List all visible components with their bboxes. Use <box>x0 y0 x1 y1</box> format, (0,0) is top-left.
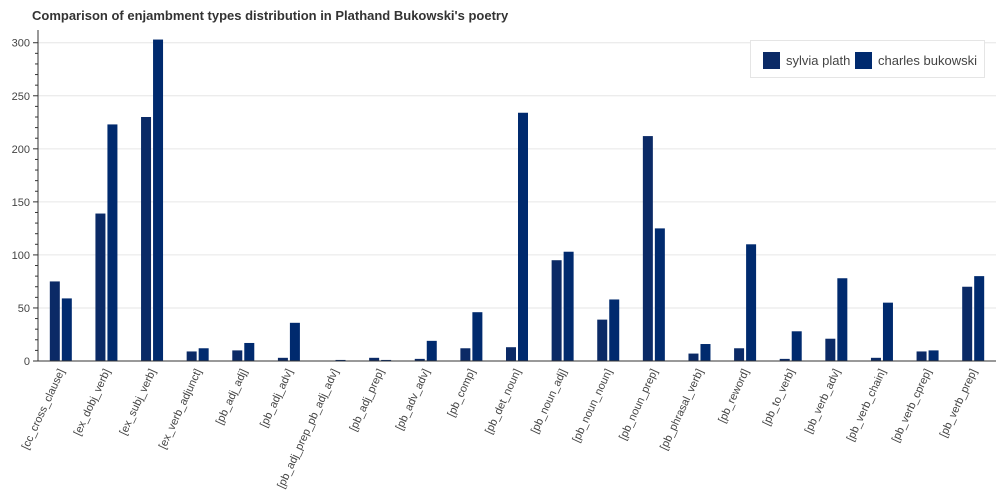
x-tick-label: [pb_verb_chain] <box>845 367 889 443</box>
legend-label: charles bukowski <box>878 52 977 68</box>
gridlines <box>38 42 996 309</box>
bar-charles-bukowski[interactable] <box>107 124 118 362</box>
x-tick-label: [pb_verb_adv] <box>803 367 843 435</box>
bar-charles-bukowski[interactable] <box>472 312 483 361</box>
bar-sylvia-plath[interactable] <box>916 351 927 361</box>
bar-sylvia-plath[interactable] <box>232 350 243 361</box>
bar-charles-bukowski[interactable] <box>198 348 209 361</box>
bar-sylvia-plath[interactable] <box>369 357 380 361</box>
bar-sylvia-plath[interactable] <box>277 357 288 361</box>
bar-charles-bukowski[interactable] <box>426 340 437 361</box>
bar-sylvia-plath[interactable] <box>870 357 881 361</box>
bar-charles-bukowski[interactable] <box>928 350 939 361</box>
bar-sylvia-plath[interactable] <box>597 319 608 361</box>
y-tick-label: 250 <box>12 91 30 103</box>
bar-sylvia-plath[interactable] <box>414 358 425 361</box>
bar-sylvia-plath[interactable] <box>642 136 653 361</box>
x-tick-label: [pb_verb_cprep] <box>890 367 934 444</box>
y-tick-label: 150 <box>12 197 30 209</box>
bar-charles-bukowski[interactable] <box>518 112 528 361</box>
bars <box>49 39 985 362</box>
x-tick-label: [pb_det_noun] <box>483 367 524 436</box>
x-tick-label: [pb_noun_adj] <box>529 367 569 435</box>
x-tick-label: [pb_verb_prep] <box>938 367 980 439</box>
bar-sylvia-plath[interactable] <box>962 286 973 361</box>
bar-sylvia-plath[interactable] <box>825 338 836 361</box>
y-tick-label: 50 <box>18 303 30 315</box>
legend: sylvia plath charles bukowski <box>750 40 985 78</box>
x-tick-label: [pb_adv_adv] <box>394 367 433 432</box>
x-tick-label: [ex_subj_verb] <box>118 367 159 437</box>
x-tick-label: [pb_adj_adj] <box>214 367 250 426</box>
x-tick-label: [pb_phrasal_verb] <box>658 367 706 452</box>
bar-charles-bukowski[interactable] <box>974 276 985 361</box>
legend-swatch <box>855 51 872 69</box>
legend-item-series-1[interactable]: charles bukowski <box>855 50 977 70</box>
legend-label: sylvia plath <box>786 52 851 68</box>
x-tick-label: [pb_adj_prep] <box>348 367 387 433</box>
x-tick-label: [ex_dobj_verb] <box>72 367 113 437</box>
bar-charles-bukowski[interactable] <box>153 39 164 362</box>
bar-charles-bukowski[interactable] <box>61 298 72 361</box>
bar-sylvia-plath[interactable] <box>688 353 699 361</box>
x-tick-label: [pb_reword] <box>716 367 751 425</box>
bar-charles-bukowski[interactable] <box>381 359 392 361</box>
y-tick-label: 200 <box>12 144 30 156</box>
legend-item-series-0[interactable]: sylvia plath <box>763 50 850 70</box>
y-tick-label: 100 <box>12 250 30 262</box>
bar-sylvia-plath[interactable] <box>460 348 471 361</box>
bar-charles-bukowski[interactable] <box>244 342 255 361</box>
chart-title: Comparison of enjambment types distribut… <box>32 8 509 23</box>
x-tick-label: [pb_to_verb] <box>761 367 798 427</box>
bar-charles-bukowski[interactable] <box>700 344 711 361</box>
bar-sylvia-plath[interactable] <box>95 213 106 361</box>
bar-sylvia-plath[interactable] <box>551 260 562 361</box>
legend-swatch <box>763 51 780 69</box>
bar-sylvia-plath[interactable] <box>49 281 60 361</box>
x-tick-label: [pb_adj_adv] <box>258 367 296 429</box>
bar-charles-bukowski[interactable] <box>837 278 848 361</box>
x-tick-label: [pb_noun_prep] <box>617 367 660 442</box>
bar-charles-bukowski[interactable] <box>563 251 574 361</box>
x-tick-label: [pb_comp] <box>446 367 479 419</box>
x-tick-label: [cc_cross_clause] <box>20 367 68 451</box>
x-tick-label: [ex_verb_adjunct] <box>157 367 205 451</box>
bar-sylvia-plath[interactable] <box>186 351 197 361</box>
axes <box>33 30 996 362</box>
bar-charles-bukowski[interactable] <box>654 228 665 361</box>
bar-charles-bukowski[interactable] <box>289 322 300 361</box>
bar-sylvia-plath[interactable] <box>141 116 152 361</box>
bar-charles-bukowski[interactable] <box>791 331 802 361</box>
bar-sylvia-plath[interactable] <box>506 347 516 361</box>
bar-charles-bukowski[interactable] <box>609 299 620 361</box>
bar-sylvia-plath[interactable] <box>779 358 790 361</box>
y-tick-label: 0 <box>24 356 30 368</box>
bar-charles-bukowski[interactable] <box>335 359 346 361</box>
bar-sylvia-plath[interactable] <box>734 348 745 361</box>
bar-charles-bukowski[interactable] <box>882 302 893 361</box>
x-tick-label: [pb_noun_noun] <box>570 367 614 444</box>
bar-charles-bukowski[interactable] <box>746 244 757 361</box>
y-tick-label: 300 <box>12 38 30 50</box>
